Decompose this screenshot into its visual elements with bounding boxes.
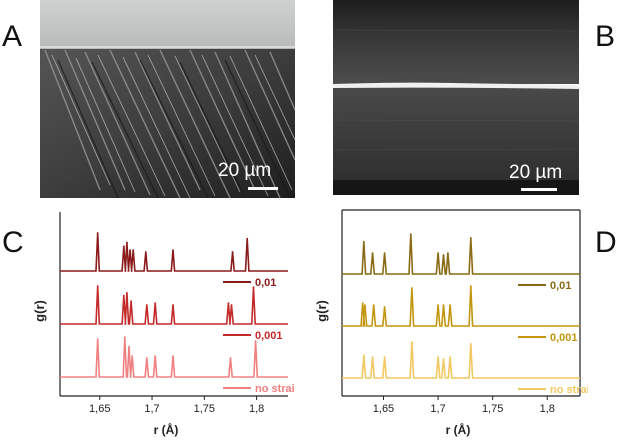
chart-d-peak-point <box>442 254 445 256</box>
chart-c-series-line <box>60 232 288 272</box>
scale-bar-label-a: 20 µm <box>218 160 272 181</box>
chart-c-peak-point <box>172 249 174 251</box>
chart-d-peak-point <box>372 304 375 306</box>
chart-d-series-line <box>342 341 580 379</box>
scale-bar-a <box>248 187 278 190</box>
sem-image-a: 20 µm <box>40 0 295 198</box>
chart-d-peak-point <box>383 356 386 358</box>
chart-d-peak-point <box>410 341 413 343</box>
chart-c-xtick-label: 1,7 <box>144 403 159 415</box>
chart-c-peak-point <box>231 251 234 253</box>
chart-d-peak-point <box>449 304 451 306</box>
chart-c-peak-point <box>246 237 249 240</box>
chart-c: g(r) r (Å) 1,65 1,7 1,75 1,8 0,01 0,001 no str… <box>28 206 302 442</box>
chart-d-legend-label: no strain <box>550 384 588 396</box>
chart-c-peak-point <box>154 302 157 304</box>
chart-c-peak-point <box>131 355 134 357</box>
chart-d-peak-point <box>437 252 439 254</box>
scale-bar-label-b: 20 µm <box>509 162 563 183</box>
chart-c-series-line <box>60 285 288 325</box>
chart-d-peak-point <box>409 233 412 235</box>
sem-image-b: 20 µm <box>333 0 579 195</box>
sem-image-b-texture <box>333 0 579 195</box>
chart-c-legend-label: 0,001 <box>255 330 283 342</box>
chart-d-peak-point <box>469 237 472 239</box>
chart-d-peak-point <box>362 240 365 243</box>
chart-c-series-line <box>60 337 288 378</box>
chart-c-xtick-label: 1,65 <box>89 403 110 415</box>
chart-d-legend-label: 0,01 <box>550 280 571 292</box>
chart-c-peak-point <box>122 245 125 248</box>
panel-label-d: D <box>595 226 617 259</box>
scale-bar-b <box>521 188 557 191</box>
chart-d-peak-point <box>371 356 374 358</box>
chart-c-peak-point <box>230 304 233 306</box>
chart-d-peak-point <box>469 342 472 345</box>
chart-c-peak-point <box>132 249 135 251</box>
chart-c-peak-point <box>172 355 174 357</box>
chart-d-xtick-label: 1,7 <box>430 403 445 415</box>
chart-c-svg: g(r) r (Å) 1,65 1,7 1,75 1,8 0,01 0,001 no str… <box>32 212 302 437</box>
panel-label-b: B <box>595 20 616 53</box>
chart-c-xtick-label: 1,75 <box>194 403 215 415</box>
chart-c-peak-point <box>172 304 174 306</box>
chart-d-series-line <box>342 234 580 275</box>
chart-d: g(r) r (Å) 1,65 1,7 1,75 1,8 0,01 0,001 no str… <box>310 206 597 442</box>
chart-c-ylabel: g(r) <box>32 300 47 322</box>
chart-d-peak-point <box>383 306 386 308</box>
chart-c-xlabel: r (Å) <box>154 422 179 437</box>
sem-image-a-texture <box>40 0 295 198</box>
chart-c-legend-label: 0,01 <box>255 277 276 289</box>
chart-d-peak-point <box>362 354 365 357</box>
chart-d-peak-point <box>469 285 472 287</box>
chart-d-peak-point <box>442 304 445 306</box>
chart-c-peak-point <box>126 241 128 244</box>
chart-d-xtick-label: 1,8 <box>540 403 555 415</box>
chart-c-peak-point <box>145 357 148 359</box>
chart-d-xtick-label: 1,75 <box>482 403 503 415</box>
chart-c-peak-point <box>128 345 130 348</box>
chart-d-svg: g(r) r (Å) 1,65 1,7 1,75 1,8 0,01 0,001 no str… <box>314 209 597 437</box>
chart-d-peak-point <box>437 356 439 358</box>
chart-c-peak-point <box>130 300 133 303</box>
panel-label-a: A <box>2 20 23 53</box>
chart-d-peak-point <box>449 356 451 358</box>
chart-d-ylabel: g(r) <box>314 300 329 322</box>
panel-label-c: C <box>2 226 24 259</box>
chart-c-legend-label: no strain <box>255 383 295 395</box>
chart-c-peak-point <box>96 232 99 234</box>
chart-d-peak-point <box>364 304 366 306</box>
chart-c-peak-point <box>252 286 255 289</box>
chart-d-peak-point <box>437 304 439 306</box>
chart-c-peak-point <box>145 304 148 306</box>
chart-c-peak-point <box>122 294 125 297</box>
chart-c-peak-point <box>227 302 230 304</box>
chart-d-series-line <box>342 286 580 327</box>
chart-d-peak-point <box>371 252 374 254</box>
chart-c-peak-point <box>123 336 126 338</box>
chart-d-peak-point <box>361 302 364 305</box>
chart-d-peak-point <box>410 287 413 289</box>
chart-c-peak-point <box>229 357 232 359</box>
chart-c-peak-point <box>144 251 147 253</box>
chart-d-legend-label: 0,001 <box>550 332 578 344</box>
chart-c-peak-point <box>96 285 99 287</box>
chart-d-peak-point <box>383 252 386 254</box>
chart-d-peak-point <box>442 358 445 360</box>
chart-d-xlabel: r (Å) <box>446 422 471 437</box>
chart-c-peak-point <box>96 338 99 340</box>
chart-d-peak-point <box>446 252 449 254</box>
chart-c-peak-point <box>154 355 157 357</box>
chart-c-peak-point <box>126 291 128 294</box>
chart-c-peak-point <box>129 249 131 251</box>
chart-c-peak-point <box>254 340 257 342</box>
chart-d-xtick-label: 1,65 <box>373 403 394 415</box>
chart-c-xtick-label: 1,8 <box>249 403 264 415</box>
